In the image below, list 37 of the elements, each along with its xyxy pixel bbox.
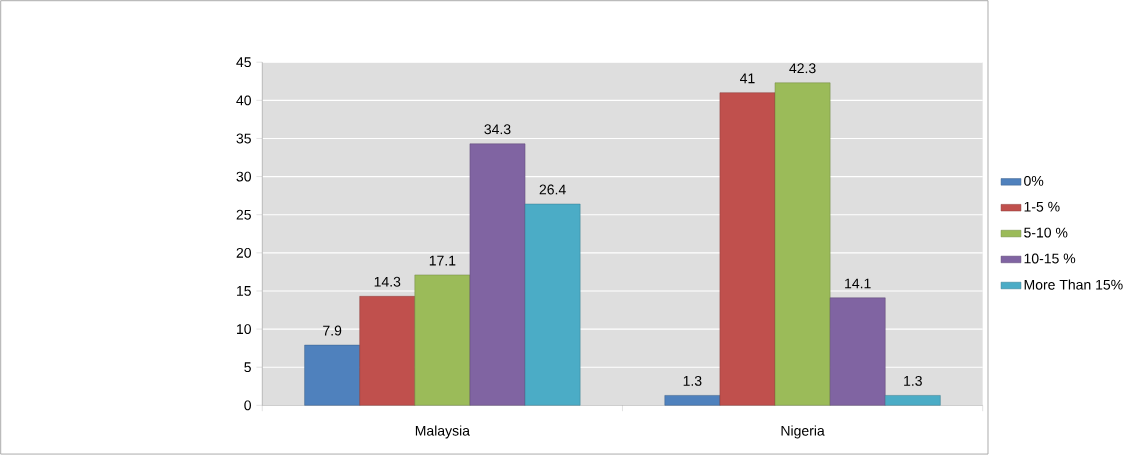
y-tick-label: 30 [236,171,251,182]
data-label: 17.1 [429,255,456,266]
legend-label: 10-15 % [1024,253,1076,264]
x-tick-label: Nigeria [781,425,825,439]
bar [524,203,581,406]
legend-label: 5-10 % [1024,227,1068,238]
y-tick-label: 5 [244,362,251,373]
legend-label: More Than 15% [1024,279,1123,290]
data-label: 1.3 [683,376,702,386]
y-tick-label: 10 [237,324,251,335]
bar [719,92,776,406]
bar [414,274,471,406]
data-label: 34.3 [484,124,511,135]
data-label: 14.1 [845,278,871,289]
data-label: 42.3 [789,63,816,74]
data-label: 26.4 [539,184,566,195]
y-tick-label: 25 [236,209,251,220]
y-tick-label: 20 [236,248,251,258]
y-tick-label: 40 [236,95,251,106]
bar [829,297,886,406]
legend-label: 0% [1024,176,1044,186]
bar [469,143,526,406]
data-label: 1.3 [904,376,922,386]
y-tick-label: 45 [236,57,251,68]
y-tick-label: 0 [244,400,251,411]
bar [359,296,416,406]
bar [774,82,831,406]
data-label: 41 [740,73,755,84]
bar [304,344,360,406]
bar [664,395,721,406]
data-label: 7.9 [323,325,342,336]
y-tick-label: 15 [237,286,251,296]
bar [885,395,941,406]
data-label: 14.3 [374,276,401,287]
legend-label: 1-5 % [1024,201,1060,212]
y-tick-label: 35 [236,133,251,144]
x-tick-label: Malaysia [415,425,470,439]
